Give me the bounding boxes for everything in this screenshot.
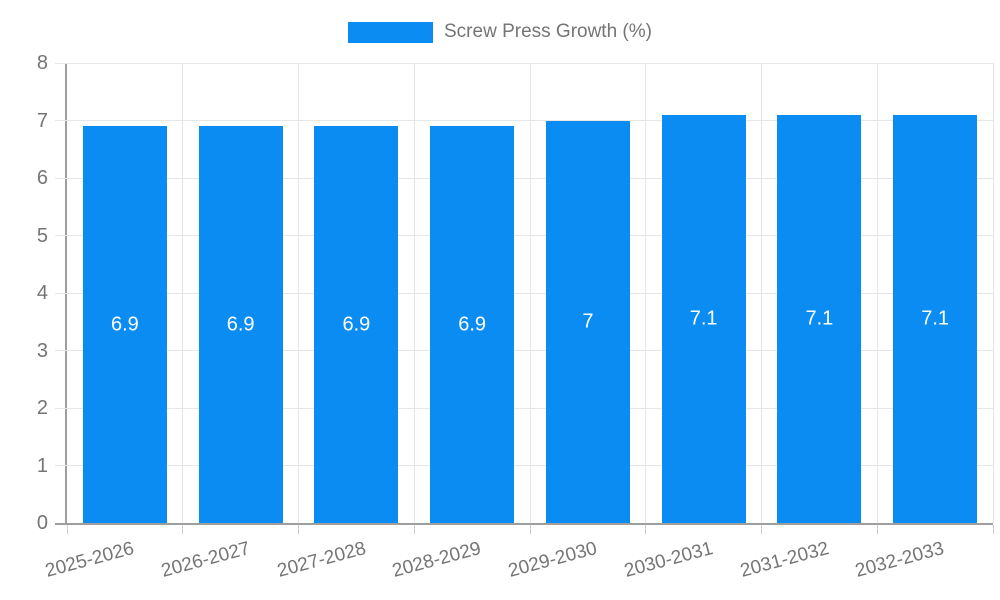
y-axis-tick-label: 4 bbox=[36, 282, 48, 304]
y-axis-tick-label: 2 bbox=[36, 397, 48, 419]
bar-2025-2026[interactable]: 6.9 bbox=[82, 126, 167, 523]
bar-value-label: 7.1 bbox=[805, 307, 834, 330]
x-gridline bbox=[413, 63, 415, 523]
x-axis-tick-mark bbox=[529, 525, 531, 534]
x-axis-tick-mark bbox=[413, 525, 415, 534]
x-axis-tick-mark bbox=[876, 525, 878, 534]
x-axis-line bbox=[55, 523, 993, 525]
bar-2027-2028[interactable]: 6.9 bbox=[314, 126, 399, 523]
y-gridline bbox=[55, 235, 993, 236]
x-axis-tick-label: 2025-2026 bbox=[43, 538, 137, 582]
x-axis-tick-label: 2032-2033 bbox=[853, 538, 947, 582]
x-axis-tick-label: 2027-2028 bbox=[274, 538, 368, 582]
plot-area: 6.9 6.9 6.9 6.9 7 7.1 7.1 7.1 bbox=[55, 62, 994, 534]
bar-value-label: 6.9 bbox=[226, 313, 255, 336]
bar-2032-2033[interactable]: 7.1 bbox=[893, 114, 978, 523]
y-axis-tick-label: 8 bbox=[36, 52, 48, 74]
y-gridline bbox=[55, 62, 993, 64]
y-axis-tick-label: 7 bbox=[36, 109, 48, 132]
x-gridline bbox=[529, 63, 531, 523]
y-gridline bbox=[55, 177, 993, 179]
y-axis-tick-label: 1 bbox=[36, 454, 48, 477]
y-gridline bbox=[55, 465, 993, 466]
x-axis-tick-label: 2028-2029 bbox=[390, 538, 484, 582]
bar-2028-2029[interactable]: 6.9 bbox=[430, 126, 515, 523]
y-axis-tick-label: 5 bbox=[36, 224, 48, 247]
x-axis-tick-mark bbox=[66, 525, 68, 534]
y-axis-tick-label: 3 bbox=[36, 339, 48, 362]
x-axis-tick-mark bbox=[645, 525, 647, 534]
bar-value-label: 7.1 bbox=[689, 307, 718, 330]
x-gridline bbox=[298, 63, 299, 523]
x-axis-tick-label: 2031-2032 bbox=[737, 538, 831, 582]
bar-2030-2031[interactable]: 7.1 bbox=[661, 114, 746, 523]
y-axis-tick-label: 0 bbox=[36, 512, 48, 534]
x-gridline bbox=[992, 63, 994, 523]
legend-swatch-icon bbox=[348, 21, 433, 43]
x-axis-tick-mark bbox=[761, 525, 762, 534]
x-axis-tick-mark bbox=[182, 525, 184, 534]
x-axis-tick-label: 2029-2030 bbox=[506, 538, 600, 582]
bar-value-label: 6.9 bbox=[342, 313, 371, 336]
bar-value-label: 7 bbox=[582, 310, 594, 333]
bar-2029-2030[interactable]: 7 bbox=[545, 120, 630, 523]
legend[interactable]: Screw Press Growth (%) bbox=[0, 20, 1000, 44]
y-gridline bbox=[55, 350, 993, 351]
bar-value-label: 6.9 bbox=[110, 313, 139, 336]
x-gridline bbox=[876, 63, 878, 523]
y-axis-tick-label: 6 bbox=[36, 167, 48, 189]
bar-value-label: 6.9 bbox=[458, 313, 487, 336]
x-gridline bbox=[182, 63, 184, 523]
x-axis-tick-mark bbox=[992, 525, 994, 534]
bar-2026-2027[interactable]: 6.9 bbox=[198, 126, 283, 523]
y-gridline bbox=[55, 292, 993, 294]
x-axis-tick-label: 2030-2031 bbox=[621, 538, 716, 582]
bar-2031-2032[interactable]: 7.1 bbox=[777, 114, 862, 523]
x-gridline bbox=[761, 63, 762, 523]
y-gridline bbox=[55, 407, 993, 409]
y-gridline bbox=[55, 120, 993, 121]
x-gridline bbox=[645, 63, 647, 523]
bar-value-label: 7.1 bbox=[921, 307, 950, 330]
x-axis-tick-label: 2026-2027 bbox=[158, 538, 253, 582]
x-axis-tick-mark bbox=[298, 525, 299, 534]
legend-label: Screw Press Growth (%) bbox=[444, 21, 652, 42]
